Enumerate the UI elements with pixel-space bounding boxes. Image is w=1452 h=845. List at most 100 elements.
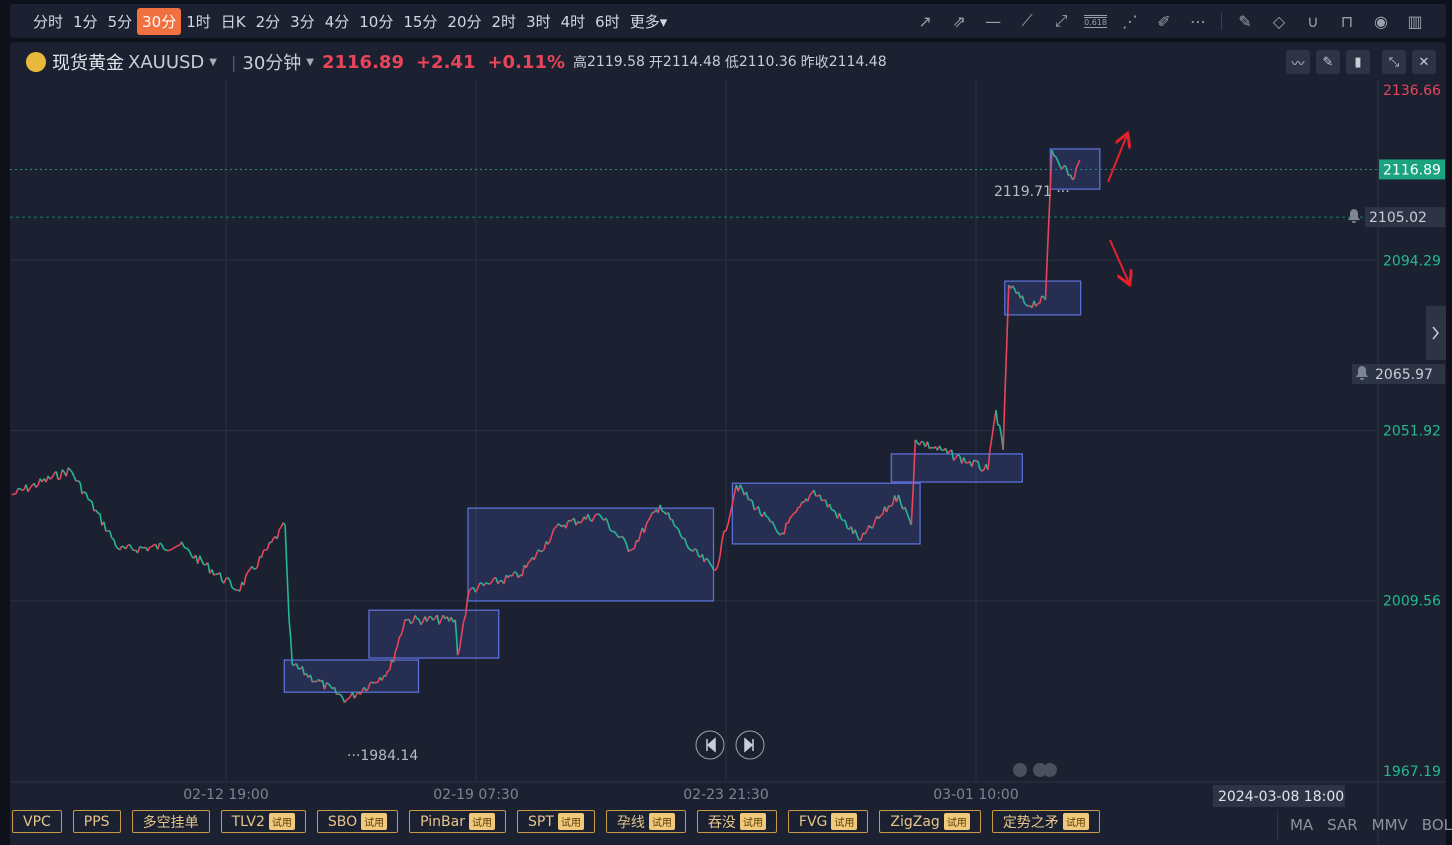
candle — [569, 519, 573, 522]
indicator-label: VPC — [23, 813, 51, 830]
price-chart[interactable]: 2136.66 2094.29 2051.92 2009.56 1967.19 02-12… — [10, 80, 1446, 845]
magnet-icon[interactable]: ∪ — [1307, 11, 1319, 31]
period-2[interactable]: 5分 — [103, 8, 138, 35]
period-9[interactable]: 10分 — [354, 8, 398, 35]
horizontal-ray-icon[interactable]: — — [985, 11, 1002, 31]
candle — [49, 476, 53, 480]
candle-type-icon[interactable]: ▮ — [1346, 50, 1370, 74]
period-6[interactable]: 2分 — [251, 8, 286, 35]
fibonacci-icon[interactable]: 0.618 — [1084, 10, 1107, 32]
candle — [233, 588, 237, 591]
indicator-孕线[interactable]: 孕线 试用 — [605, 810, 686, 833]
instrument-symbol[interactable]: XAUUSD — [128, 51, 205, 73]
candle — [715, 565, 719, 571]
indicator-定势之矛[interactable]: 定势之矛 试用 — [991, 810, 1100, 833]
indicator-sbo[interactable]: SBO 试用 — [316, 810, 399, 833]
period-0[interactable]: 分时 — [28, 8, 68, 35]
symbol-dropdown-icon[interactable]: ▼ — [209, 56, 217, 68]
alert-price-label: 2065.97 — [1375, 367, 1433, 383]
fan-icon[interactable]: ⋰ — [1122, 11, 1138, 31]
draw-pen-icon[interactable]: ✎ — [1316, 50, 1340, 74]
indicator-spt[interactable]: SPT 试用 — [517, 810, 595, 833]
candle — [392, 651, 397, 663]
candle — [381, 675, 385, 681]
last-price-tag — [1379, 159, 1445, 180]
candle — [912, 439, 917, 487]
segment-icon[interactable]: ⤢ — [1054, 11, 1068, 30]
indicator-fvg[interactable]: FVG 试用 — [787, 810, 869, 833]
candle — [977, 460, 981, 470]
indicator-多空挂单[interactable]: 多空挂单 — [131, 810, 210, 833]
candle — [615, 533, 619, 538]
period-4[interactable]: 1时 — [181, 8, 216, 35]
main-indicator-mmv[interactable]: MMV — [1371, 816, 1408, 834]
indicator-tlv2[interactable]: TLV2 试用 — [220, 810, 306, 833]
eraser-icon[interactable]: ◇ — [1272, 11, 1286, 31]
trend-line-icon[interactable]: ⟋ — [1021, 11, 1033, 30]
period-3[interactable]: 30分 — [137, 7, 182, 35]
candle — [1025, 304, 1029, 308]
last-price: 2116.89 — [321, 51, 404, 73]
main-indicator-bol[interactable]: BOL — [1421, 816, 1452, 834]
main-indicator-ma[interactable]: MA — [1289, 816, 1314, 834]
period-12[interactable]: 2时 — [487, 8, 522, 35]
candle — [121, 545, 125, 548]
trial-badge: 试用 — [739, 813, 766, 830]
main-indicator-sar[interactable]: SAR — [1327, 816, 1358, 834]
candle — [491, 577, 495, 583]
period-label: 30分 — [142, 12, 177, 31]
edit-note-icon[interactable]: ✎ — [1238, 11, 1252, 31]
period-14[interactable]: 4时 — [556, 8, 591, 35]
candle — [103, 521, 107, 532]
close-icon[interactable]: ✕ — [1412, 50, 1436, 74]
interval-dropdown-icon[interactable]: ▼ — [306, 56, 314, 68]
indicator-label: SBO — [327, 813, 358, 830]
indicator-pps[interactable]: PPS — [72, 810, 121, 833]
candle — [309, 674, 314, 683]
indicator-icon[interactable]: 〰 — [1286, 50, 1310, 74]
eye-icon[interactable]: ◉ — [1374, 11, 1388, 31]
candle — [633, 540, 638, 549]
candle — [282, 522, 286, 526]
arrow-icon[interactable]: ↗ — [918, 11, 932, 31]
period-8[interactable]: 4分 — [320, 8, 355, 35]
dashed-arrow-icon[interactable]: ⇗ — [952, 11, 966, 31]
indicator-vpc[interactable]: VPC — [12, 810, 62, 833]
candle — [593, 513, 597, 519]
instrument-name[interactable]: 现货黄金 — [52, 53, 124, 74]
candle — [682, 537, 685, 540]
indicator-吞没[interactable]: 吞没 试用 — [696, 810, 777, 833]
candle — [745, 491, 750, 501]
more-icon[interactable]: ⋯ — [1190, 11, 1206, 31]
period-16[interactable]: 更多▾ — [625, 8, 673, 35]
indicator-zigzag[interactable]: ZigZag 试用 — [879, 810, 981, 833]
period-10[interactable]: 15分 — [398, 8, 442, 35]
candle — [301, 666, 306, 676]
candle — [398, 634, 402, 639]
candle — [85, 492, 89, 500]
candle — [533, 554, 537, 561]
period-7[interactable]: 3分 — [285, 8, 320, 35]
period-1[interactable]: 1分 — [68, 8, 103, 35]
period-5[interactable]: 日K — [216, 8, 251, 35]
candle — [885, 505, 890, 513]
unlock-icon[interactable]: ⊓ — [1340, 11, 1354, 31]
trash-icon[interactable]: ▥ — [1407, 11, 1423, 31]
highlighter-icon[interactable]: ✐ — [1157, 11, 1171, 31]
candle — [159, 542, 163, 545]
candle — [1055, 156, 1059, 163]
indicator-pinbar[interactable]: PinBar 试用 — [409, 810, 506, 833]
candle — [276, 529, 280, 539]
collapse-icon[interactable]: ⤡ — [1382, 50, 1406, 74]
interval-select[interactable]: 30分钟 — [242, 53, 302, 74]
period-11[interactable]: 20分 — [442, 8, 486, 35]
side-expand-button[interactable] — [1426, 306, 1446, 360]
candle — [414, 614, 418, 619]
period-13[interactable]: 3时 — [521, 8, 556, 35]
cursor-time: 2024-03-08 18:00 — [1218, 789, 1344, 805]
candle — [647, 516, 651, 521]
period-label: 1时 — [186, 12, 211, 31]
period-15[interactable]: 6时 — [590, 8, 625, 35]
low-label: 低 — [724, 55, 739, 71]
candle — [495, 577, 499, 585]
